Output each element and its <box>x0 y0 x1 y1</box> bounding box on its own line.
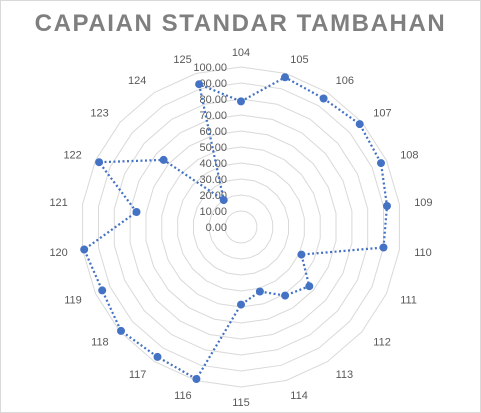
data-point <box>237 97 245 106</box>
tick-label: 30.00 <box>199 174 227 186</box>
data-point <box>297 250 306 259</box>
data-point <box>117 326 125 335</box>
category-label: 113 <box>336 369 354 381</box>
chart-title: CAPAIAN STANDAR TAMBAHAN <box>34 10 447 37</box>
grid-ring <box>224 210 258 244</box>
data-point <box>153 352 162 361</box>
category-label: 109 <box>414 197 432 209</box>
category-label: 108 <box>400 149 418 161</box>
data-point <box>132 208 141 216</box>
tick-label: 60.00 <box>199 126 227 138</box>
data-point <box>195 80 204 89</box>
category-label: 106 <box>336 75 354 87</box>
category-label: 123 <box>90 107 108 119</box>
grid-ring <box>98 82 384 372</box>
grid-ring <box>193 178 289 276</box>
grid-ring <box>129 114 353 340</box>
grid-ring <box>208 194 274 260</box>
category-label: 124 <box>128 75 146 87</box>
tick-label: 80.00 <box>199 94 227 106</box>
tick-label: 10.00 <box>199 206 227 218</box>
category-label: 105 <box>290 54 308 66</box>
data-point <box>192 375 201 383</box>
category-label: 107 <box>373 107 391 119</box>
category-labels: 104 105 106 107 108 109 110 111 112 113 114 115 116 1… <box>49 47 432 409</box>
grid-ring <box>113 98 369 356</box>
category-label: 120 <box>49 247 67 259</box>
category-label: 111 <box>400 295 417 307</box>
tick-label: 0.00 <box>206 222 227 234</box>
data-point <box>355 120 364 129</box>
series-layer <box>80 73 391 383</box>
grid-ring <box>177 162 305 292</box>
category-label: 125 <box>173 54 191 66</box>
category-label: 118 <box>91 337 109 349</box>
series-line <box>82 76 389 381</box>
grid-ring <box>82 66 400 388</box>
tick-label: 40.00 <box>199 158 227 170</box>
tick-label: 70.00 <box>199 110 227 122</box>
data-point <box>80 245 89 254</box>
data-point <box>281 291 290 300</box>
category-label: 119 <box>64 295 82 307</box>
category-label: 115 <box>232 397 250 409</box>
category-label: 122 <box>63 149 81 161</box>
category-label: 104 <box>232 47 250 59</box>
data-point <box>95 158 104 167</box>
category-label: 110 <box>414 247 432 259</box>
data-point <box>305 282 314 291</box>
data-point <box>98 286 107 295</box>
data-point <box>377 159 385 168</box>
data-point <box>219 196 228 205</box>
tick-label: 100.00 <box>193 62 227 74</box>
category-label: 121 <box>49 197 67 209</box>
tick-label: 90.00 <box>199 78 227 90</box>
radial-axis-ticks: 0.0010.0020.0030.0040.0050.0060.0070.008… <box>193 62 227 234</box>
data-point <box>319 94 328 103</box>
data-point <box>255 287 264 296</box>
data-point <box>383 202 391 210</box>
radar-grid <box>82 66 400 388</box>
grid-ring <box>161 146 321 308</box>
category-label: 112 <box>373 337 391 349</box>
data-point <box>237 300 245 309</box>
grid-ring <box>145 130 337 324</box>
category-label: 114 <box>290 390 308 402</box>
category-label: 116 <box>174 390 192 402</box>
category-label: 117 <box>129 369 147 381</box>
data-point <box>159 155 168 164</box>
data-point <box>379 243 388 252</box>
data-point <box>281 73 289 82</box>
